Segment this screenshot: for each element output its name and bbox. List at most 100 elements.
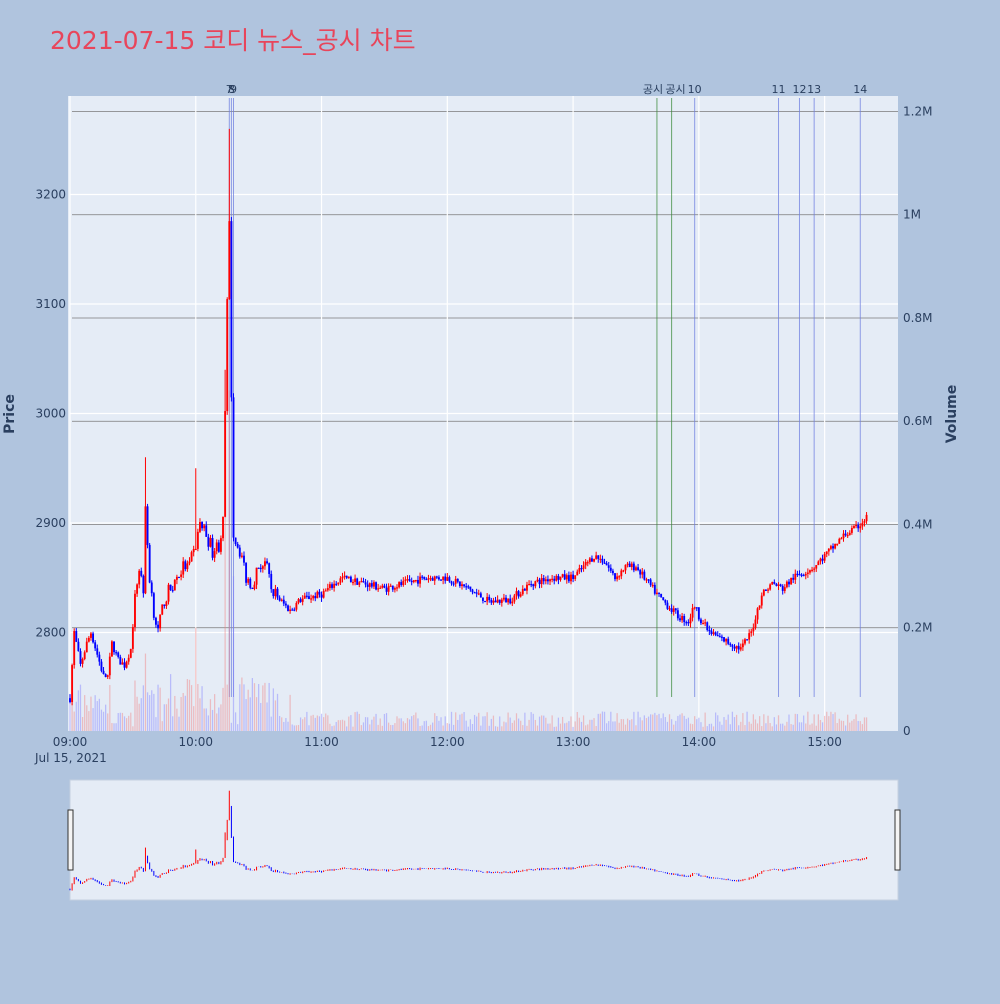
candle-body	[641, 571, 644, 575]
volume-bar	[771, 726, 773, 731]
candle-body	[702, 623, 704, 625]
volume-bar	[698, 717, 700, 731]
volume-bar	[706, 726, 708, 731]
volume-bar	[364, 717, 367, 731]
candle-body	[100, 661, 103, 671]
candle-body	[542, 578, 545, 582]
candle-body	[836, 543, 839, 545]
volume-bar	[362, 722, 365, 731]
candle-body	[322, 591, 325, 598]
candle-body	[500, 599, 503, 603]
volume-bar	[844, 725, 847, 731]
candle-body	[484, 600, 486, 603]
volume-bar	[599, 713, 601, 731]
volume-bar	[826, 711, 828, 731]
volume-bar	[140, 698, 142, 731]
candle-body	[230, 221, 233, 398]
candle-body	[364, 582, 367, 585]
candle-body	[266, 561, 268, 564]
candle-body	[178, 576, 180, 579]
x-tick-label: 13:00	[556, 735, 591, 749]
candle-body	[492, 600, 495, 603]
volume-bar	[559, 723, 562, 731]
candle-body	[651, 584, 654, 587]
candle-body	[383, 585, 386, 588]
candle-body	[599, 558, 602, 560]
volume-bar	[167, 698, 170, 731]
candle-body	[515, 591, 518, 596]
volume-bar	[398, 718, 400, 731]
candle-body	[829, 546, 832, 549]
volume-bar	[805, 723, 807, 731]
candle-body	[339, 578, 342, 583]
candle-body	[521, 588, 524, 595]
candle-body	[98, 654, 101, 662]
volume-bar	[754, 719, 757, 731]
candle-body	[113, 641, 115, 653]
candle-body	[639, 570, 642, 575]
volume-bar	[283, 721, 285, 731]
volume-bar	[786, 721, 788, 731]
candle-body	[446, 577, 449, 581]
candle-body	[412, 580, 415, 583]
volume-bar	[304, 717, 306, 731]
candle-body	[593, 558, 595, 562]
volume-bar	[142, 685, 144, 731]
volume-bar	[557, 717, 560, 731]
candle-body	[827, 548, 830, 552]
volume-bar	[442, 725, 444, 731]
candle-body	[410, 580, 413, 583]
y-tick-label: 2900	[35, 516, 66, 530]
volume-bar	[132, 726, 134, 731]
volume-bar	[759, 716, 761, 731]
volume-bar	[86, 705, 88, 731]
volume-bar	[677, 715, 679, 731]
volume-bar	[184, 695, 186, 731]
volume-bar	[350, 715, 352, 731]
volume-bar	[543, 715, 545, 731]
volume-bar	[585, 725, 587, 731]
volume-bar	[790, 724, 792, 731]
event-label: 14	[853, 83, 867, 96]
candle-body	[850, 527, 853, 533]
range-slider[interactable]	[69, 779, 899, 901]
volume-bar	[595, 726, 597, 731]
volume-bar	[851, 720, 853, 731]
volume-bar	[633, 711, 635, 731]
volume-bar	[735, 714, 738, 731]
volume-bar	[863, 717, 866, 731]
y2-tick-label: 0	[903, 724, 911, 738]
volume-bar	[297, 724, 300, 731]
volume-bar	[178, 716, 180, 731]
candle-body	[798, 574, 801, 576]
volume-bar	[360, 725, 363, 731]
volume-bar	[662, 713, 664, 731]
candle-body	[396, 587, 398, 589]
volume-bar	[100, 709, 103, 731]
volume-bar	[589, 719, 591, 731]
candle-body	[802, 574, 805, 577]
volume-bar	[486, 712, 488, 731]
volume-bar	[610, 711, 612, 731]
volume-bar	[107, 713, 109, 731]
volume-bar	[723, 717, 725, 731]
candle-body	[140, 570, 143, 576]
range-slider-right-handle[interactable]	[894, 809, 901, 871]
volume-bar	[247, 689, 249, 731]
candle-body	[96, 648, 99, 655]
candle-body	[586, 562, 589, 564]
volume-bar	[377, 724, 379, 731]
volume-bar	[620, 719, 622, 731]
candle-body	[213, 551, 216, 558]
y2-tick-label: 1.2M	[903, 104, 932, 118]
range-slider-left-handle[interactable]	[67, 809, 74, 871]
volume-bar	[77, 690, 80, 731]
candle-body	[261, 566, 264, 569]
candle-body	[679, 618, 681, 621]
candle-body	[465, 586, 468, 588]
candle-body	[272, 589, 275, 597]
candle-body	[505, 597, 507, 603]
volume-bar	[555, 726, 557, 731]
candle-body	[572, 574, 575, 579]
volume-bar	[689, 723, 692, 731]
